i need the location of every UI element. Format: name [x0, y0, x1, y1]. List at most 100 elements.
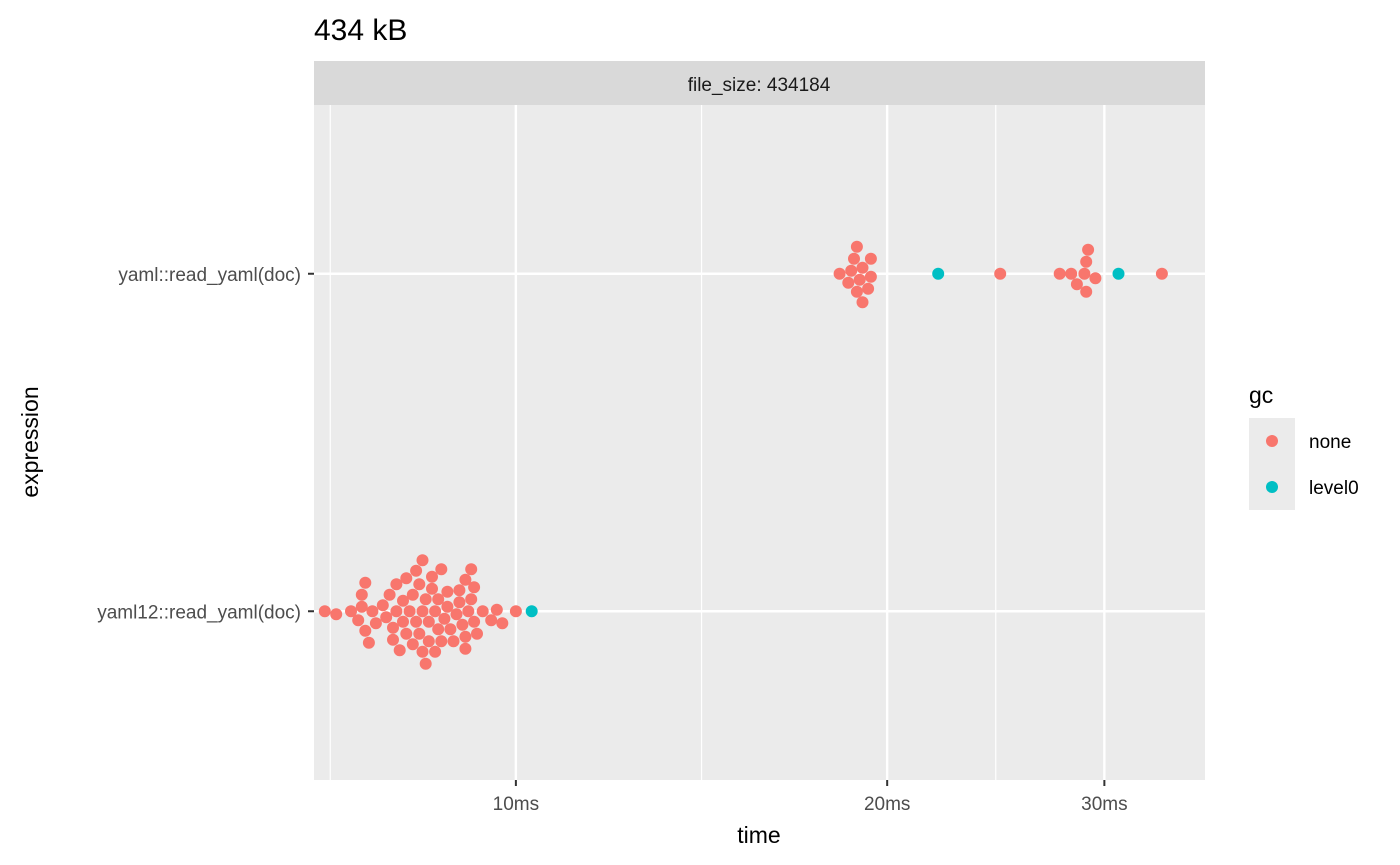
data-point-none [419, 657, 432, 670]
chart-title: 434 kB [314, 14, 407, 47]
data-point-none [413, 627, 426, 640]
data-point-none [366, 605, 379, 618]
data-point-none [400, 627, 413, 640]
legend-label-none: none [1309, 432, 1351, 453]
data-point-none [848, 252, 860, 265]
data-point-level0 [525, 605, 538, 618]
data-point-none [432, 623, 445, 636]
data-point-none [994, 267, 1007, 280]
data-point-none [1089, 272, 1102, 285]
data-point-none [441, 585, 454, 598]
data-point-none [345, 605, 357, 618]
data-point-none [387, 621, 399, 634]
data-point-none [856, 296, 869, 309]
data-point-none [1065, 267, 1078, 280]
plot-panel [314, 105, 1205, 780]
data-point-level0 [932, 267, 945, 280]
data-point-none [352, 614, 365, 627]
data-point-none [845, 264, 858, 277]
data-point-none [459, 573, 472, 586]
data-points [318, 240, 1168, 670]
data-point-none [355, 588, 368, 601]
data-point-none [509, 605, 522, 618]
data-point-none [419, 593, 432, 606]
data-point-none [318, 605, 331, 618]
data-point-none [410, 564, 423, 577]
data-point-none [496, 617, 509, 630]
data-point-none [850, 240, 863, 253]
legend-title: gc [1249, 382, 1273, 408]
data-point-none [850, 285, 863, 298]
data-point-none [390, 605, 403, 618]
data-point-none [490, 603, 503, 616]
data-point-none [429, 605, 442, 618]
data-point-none [456, 618, 469, 631]
data-point-none [459, 630, 472, 643]
data-point-level0 [1112, 267, 1125, 280]
data-point-none [450, 608, 463, 621]
facet-strip [314, 61, 1205, 105]
data-point-none [369, 617, 382, 630]
data-point-none [465, 593, 478, 606]
data-point-none [468, 581, 481, 594]
data-point-none [468, 615, 481, 628]
data-point-none [476, 605, 489, 618]
data-point-none [438, 612, 451, 625]
data-point-none [416, 645, 429, 658]
data-point-none [383, 588, 396, 601]
data-point-none [856, 261, 869, 274]
y-tick-label: yaml::read_yaml(doc) [118, 265, 301, 286]
data-point-none [397, 594, 409, 607]
data-point-none [864, 252, 877, 265]
data-point-none [390, 578, 403, 591]
data-point-none [432, 593, 445, 606]
data-point-none [410, 615, 423, 628]
data-point-none [355, 600, 368, 613]
legend-label-level0: level0 [1309, 478, 1359, 499]
data-point-none [422, 615, 435, 628]
data-point-none [426, 570, 438, 583]
data-point-none [435, 635, 448, 648]
data-point-none [833, 267, 846, 280]
x-axis: 10ms 20ms 30ms [493, 780, 1128, 815]
x-tick-label: 10ms [493, 794, 539, 815]
data-point-none [376, 599, 389, 612]
data-point-none [441, 600, 454, 613]
data-point-none [842, 276, 855, 289]
data-point-none [362, 636, 375, 649]
data-point-none [406, 638, 419, 651]
data-point-none [485, 614, 498, 627]
y-axis: yaml12::read_yaml(doc) yaml::read_yaml(do… [97, 265, 314, 623]
data-point-none [444, 623, 457, 636]
data-point-none [453, 584, 466, 597]
data-point-none [864, 270, 877, 283]
x-tick-label: 20ms [864, 794, 910, 815]
data-point-none [1155, 267, 1168, 280]
data-point-none [1078, 267, 1091, 280]
legend: gc none level0 [1249, 382, 1359, 510]
data-point-none [459, 642, 472, 655]
data-point-none [465, 563, 478, 576]
data-point-none [853, 273, 866, 286]
data-point-none [397, 615, 409, 628]
data-point-none [435, 563, 448, 576]
data-point-none [1070, 278, 1083, 291]
y-axis-title: expression [17, 386, 43, 497]
data-point-none [422, 635, 435, 648]
data-point-none [380, 611, 393, 624]
data-point-none [330, 608, 343, 621]
x-tick-label: 30ms [1081, 794, 1127, 815]
data-point-none [426, 582, 438, 595]
data-point-none [429, 645, 442, 658]
data-point-none [413, 578, 426, 591]
minor-grid [329, 105, 997, 780]
data-point-none [471, 627, 483, 640]
data-point-none [862, 282, 875, 295]
data-point-none [447, 635, 460, 648]
data-point-none [387, 633, 399, 646]
data-point-none [462, 605, 475, 618]
x-axis-title: time [737, 822, 780, 848]
data-point-none [1080, 255, 1093, 268]
facet-strip-label: file_size: 434184 [688, 75, 831, 96]
